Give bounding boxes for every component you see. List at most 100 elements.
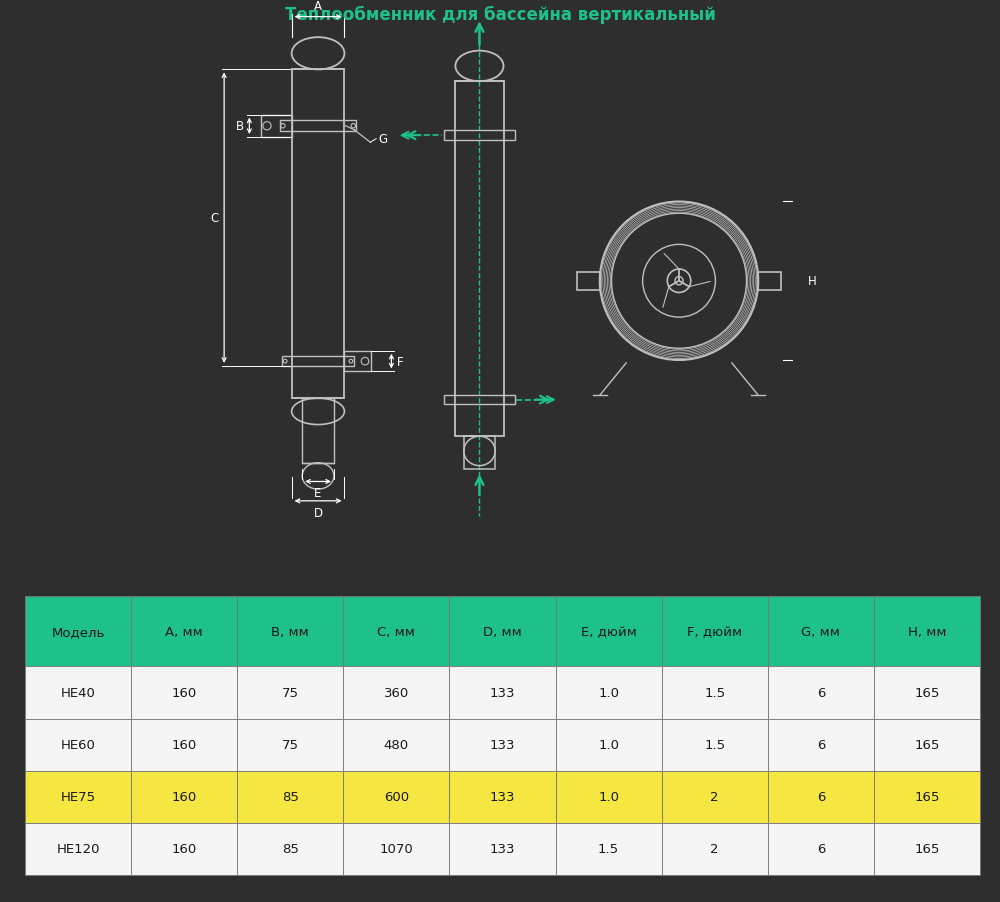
Bar [662, 667, 768, 719]
Text: 133: 133 [490, 790, 515, 804]
Text: 160: 160 [172, 686, 197, 699]
Bar [444, 132, 515, 141]
Text: HE120: HE120 [56, 842, 100, 855]
Text: H: H [808, 275, 817, 288]
Text: 160: 160 [172, 739, 197, 751]
Bar [556, 719, 662, 771]
Text: C: C [210, 212, 218, 225]
Text: 6: 6 [817, 686, 825, 699]
Bar [768, 597, 874, 667]
Text: Модель: Модель [51, 625, 105, 639]
Bar [131, 719, 237, 771]
Bar [449, 823, 556, 875]
Bar [280, 122, 356, 132]
Bar [874, 719, 980, 771]
Bar [25, 667, 131, 719]
Bar [25, 771, 131, 823]
Text: B: B [235, 120, 244, 133]
Bar [577, 272, 600, 290]
Bar [874, 771, 980, 823]
Text: E: E [314, 487, 322, 500]
Bar [292, 70, 344, 399]
Text: HE60: HE60 [61, 739, 95, 751]
Bar [237, 771, 343, 823]
Bar [464, 437, 495, 469]
Bar [449, 597, 556, 667]
Bar [343, 597, 449, 667]
Bar [25, 823, 131, 875]
Text: 75: 75 [282, 739, 299, 751]
Text: B, мм: B, мм [271, 625, 309, 639]
Text: 85: 85 [282, 790, 299, 804]
Bar [768, 719, 874, 771]
Text: D: D [313, 506, 323, 519]
Text: 6: 6 [817, 842, 825, 855]
Text: 165: 165 [914, 739, 940, 751]
Text: A: A [314, 0, 322, 13]
Bar [556, 771, 662, 823]
Bar [768, 823, 874, 875]
Text: 85: 85 [282, 842, 299, 855]
Text: 1070: 1070 [380, 842, 413, 855]
Bar [25, 597, 131, 667]
Text: G: G [378, 133, 387, 146]
Text: E, дюйм: E, дюйм [581, 625, 637, 639]
Text: Теплообменник для бассейна вертикальный: Теплообменник для бассейна вертикальный [285, 5, 715, 23]
Bar [343, 771, 449, 823]
Text: 160: 160 [172, 790, 197, 804]
Text: 480: 480 [384, 739, 409, 751]
Text: HE40: HE40 [61, 686, 95, 699]
Text: 1.0: 1.0 [598, 790, 619, 804]
Text: 133: 133 [490, 842, 515, 855]
Text: H, мм: H, мм [908, 625, 946, 639]
Text: F, дюйм: F, дюйм [687, 625, 742, 639]
Bar [556, 823, 662, 875]
Bar [449, 667, 556, 719]
Text: 600: 600 [384, 790, 409, 804]
Text: C, мм: C, мм [377, 625, 415, 639]
Bar [343, 823, 449, 875]
Text: 2: 2 [710, 790, 719, 804]
Bar [768, 771, 874, 823]
Bar [344, 352, 371, 372]
Text: 1.5: 1.5 [704, 739, 725, 751]
Bar [662, 719, 768, 771]
Bar [25, 719, 131, 771]
Text: 6: 6 [817, 790, 825, 804]
Bar [237, 719, 343, 771]
Text: 1.5: 1.5 [598, 842, 619, 855]
Bar [662, 823, 768, 875]
Text: 133: 133 [490, 686, 515, 699]
Bar [449, 719, 556, 771]
Bar [131, 597, 237, 667]
Bar [343, 667, 449, 719]
Bar [131, 823, 237, 875]
Bar [131, 667, 237, 719]
Text: A, мм: A, мм [165, 625, 203, 639]
Bar [282, 357, 354, 366]
Bar [874, 823, 980, 875]
Text: D, мм: D, мм [483, 625, 522, 639]
Text: 1.5: 1.5 [704, 686, 725, 699]
Bar [874, 597, 980, 667]
Text: 2: 2 [710, 842, 719, 855]
Text: 133: 133 [490, 739, 515, 751]
Bar [556, 667, 662, 719]
Text: 1.0: 1.0 [598, 739, 619, 751]
Bar [758, 272, 781, 290]
Bar [874, 667, 980, 719]
Text: 165: 165 [914, 686, 940, 699]
Bar [449, 771, 556, 823]
Bar [662, 597, 768, 667]
Bar [261, 115, 292, 138]
Bar [556, 597, 662, 667]
Bar [131, 771, 237, 823]
Bar [343, 719, 449, 771]
Text: 360: 360 [384, 686, 409, 699]
Text: 6: 6 [817, 739, 825, 751]
Text: 1.0: 1.0 [598, 686, 619, 699]
Bar [768, 667, 874, 719]
Bar [237, 597, 343, 667]
Text: 160: 160 [172, 842, 197, 855]
Text: F: F [397, 355, 404, 368]
